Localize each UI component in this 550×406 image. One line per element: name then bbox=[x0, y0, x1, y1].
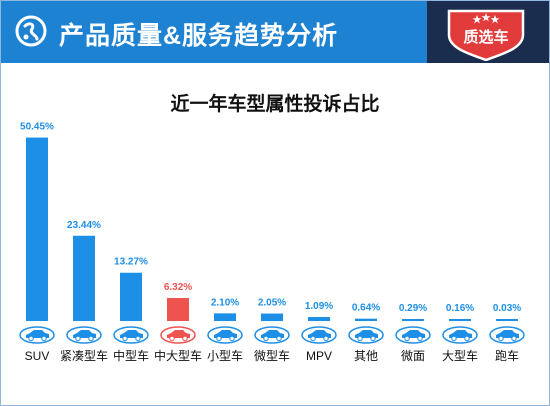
category-label: 紧凑型车 bbox=[60, 348, 108, 363]
car-icon bbox=[348, 326, 384, 344]
value-label: 2.05% bbox=[258, 298, 286, 309]
bar-1 bbox=[26, 137, 48, 321]
bar-5 bbox=[214, 313, 236, 321]
chart-title: 近一年车型属性投诉占比 bbox=[170, 94, 380, 115]
bar-10 bbox=[449, 319, 471, 321]
car-icon bbox=[113, 326, 149, 344]
car-icon bbox=[207, 326, 243, 344]
bar-3 bbox=[120, 272, 142, 321]
value-label: 0.64% bbox=[352, 303, 380, 314]
value-label: 1.09% bbox=[305, 301, 333, 312]
value-label: 2.10% bbox=[211, 297, 239, 308]
header-title: 产品质量&服务趋势分析 bbox=[59, 22, 339, 50]
category-label: 大型车 bbox=[442, 348, 478, 363]
logo-icon bbox=[15, 15, 47, 47]
value-label: 13.27% bbox=[114, 257, 148, 268]
category-label: 其他 bbox=[354, 349, 378, 363]
value-label: 6.32% bbox=[164, 282, 192, 293]
car-icon bbox=[66, 326, 102, 344]
value-label: 0.03% bbox=[493, 303, 521, 314]
value-label: 0.16% bbox=[446, 303, 474, 314]
car-icon bbox=[489, 326, 525, 344]
value-label: 50.45% bbox=[20, 122, 54, 133]
category-label: MPV bbox=[306, 349, 332, 363]
bar-6 bbox=[261, 313, 283, 321]
category-label: 微型车 bbox=[254, 348, 290, 363]
category-label: SUV bbox=[25, 349, 50, 363]
badge: 质选车 bbox=[447, 9, 525, 61]
bar-9 bbox=[402, 319, 424, 321]
category-label: 跑车 bbox=[495, 348, 519, 363]
value-label: 0.29% bbox=[399, 303, 427, 314]
category-label: 小型车 bbox=[207, 348, 243, 363]
car-icon bbox=[442, 326, 478, 344]
car-icon bbox=[254, 326, 290, 344]
car-icon bbox=[301, 326, 337, 344]
car-icon bbox=[19, 326, 55, 344]
bar-11 bbox=[496, 319, 518, 321]
bar-4 bbox=[167, 298, 189, 321]
category-label: 中型车 bbox=[113, 348, 149, 363]
bar-7 bbox=[308, 317, 330, 321]
bar-8 bbox=[355, 318, 377, 321]
star-icon bbox=[472, 13, 500, 24]
category-label: 微面 bbox=[401, 349, 425, 363]
category-label: 中大型车 bbox=[154, 348, 202, 363]
car-icon bbox=[160, 326, 196, 344]
value-label: 23.44% bbox=[67, 220, 101, 231]
badge-label: 质选车 bbox=[463, 28, 508, 46]
bar-2 bbox=[73, 235, 95, 321]
car-icon bbox=[395, 326, 431, 344]
